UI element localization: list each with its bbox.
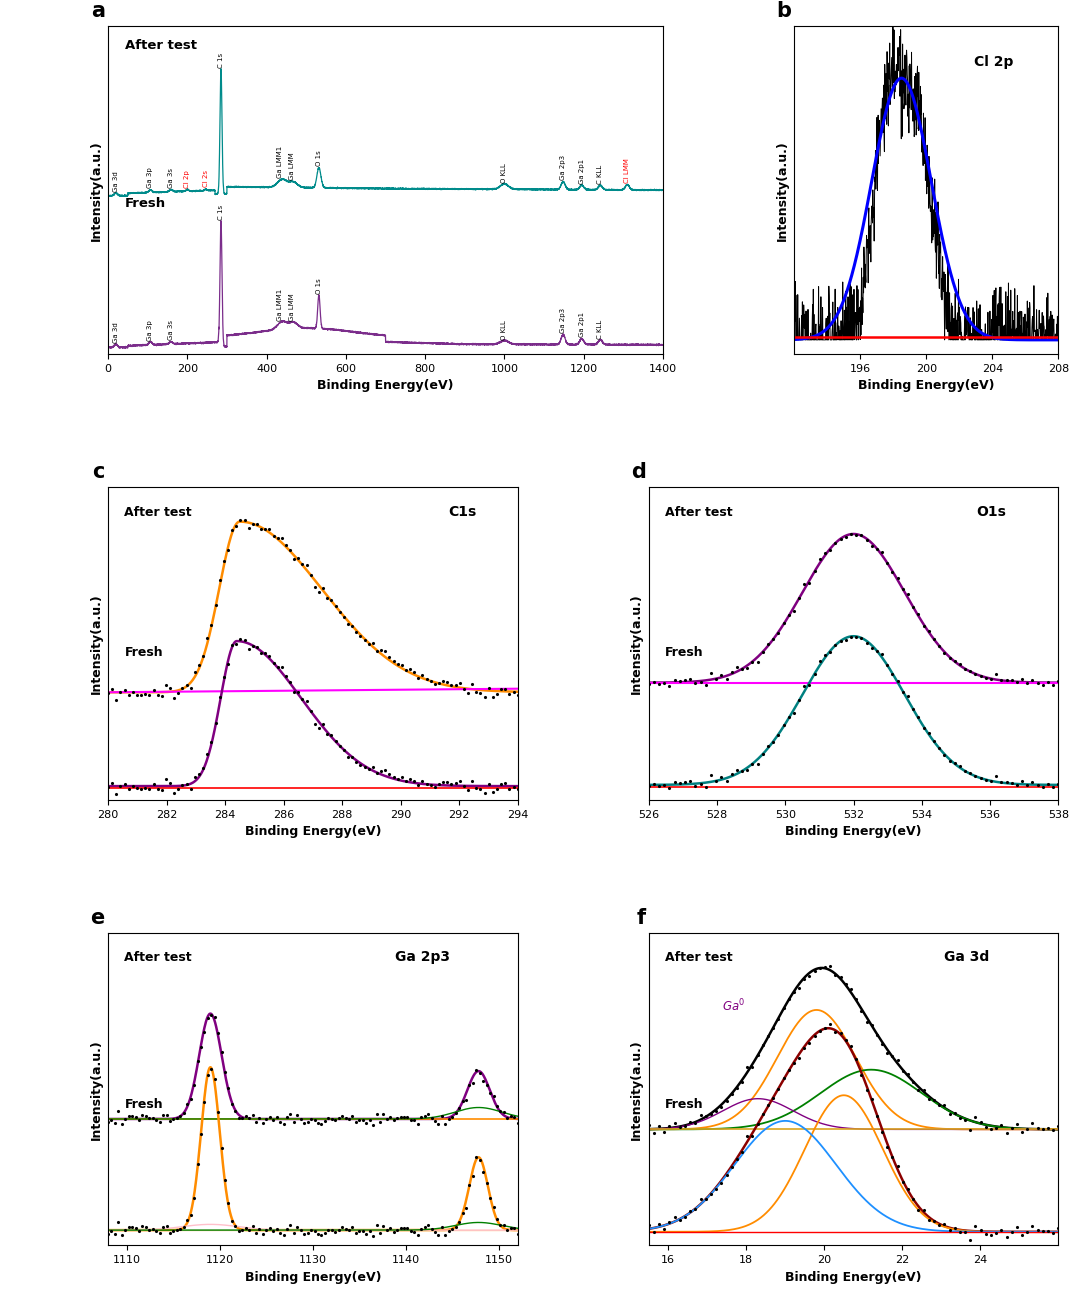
- Text: c: c: [93, 463, 105, 482]
- Text: Ga 3p: Ga 3p: [147, 168, 153, 189]
- Text: Ga 2p1: Ga 2p1: [579, 312, 584, 337]
- Text: Cl 2s: Cl 2s: [203, 170, 208, 187]
- Text: Fresh: Fresh: [665, 646, 704, 659]
- Text: e: e: [91, 909, 105, 928]
- Y-axis label: Intensity(a.u.): Intensity(a.u.): [90, 1038, 103, 1139]
- Text: Cl 2p: Cl 2p: [185, 170, 190, 187]
- Text: Fresh: Fresh: [665, 1099, 704, 1110]
- X-axis label: Binding Energy(eV): Binding Energy(eV): [244, 1270, 381, 1283]
- Text: Cl LMM: Cl LMM: [624, 159, 631, 182]
- Text: Ga 2p3: Ga 2p3: [561, 308, 566, 333]
- Text: b: b: [775, 1, 791, 21]
- Text: a: a: [91, 1, 105, 21]
- Text: d: d: [631, 463, 646, 482]
- Text: O 1s: O 1s: [316, 151, 322, 166]
- Text: Ga 3p: Ga 3p: [147, 320, 153, 341]
- Text: Ga 3s: Ga 3s: [168, 320, 174, 341]
- Text: O KLL: O KLL: [501, 320, 508, 340]
- X-axis label: Binding Energy(eV): Binding Energy(eV): [244, 825, 381, 838]
- Text: Fresh: Fresh: [124, 1099, 163, 1110]
- Text: f: f: [636, 909, 646, 928]
- X-axis label: Binding Energy(eV): Binding Energy(eV): [318, 379, 454, 392]
- Text: After test: After test: [665, 506, 732, 519]
- Text: Ga 2p3: Ga 2p3: [561, 155, 566, 180]
- Text: Ga 3d: Ga 3d: [113, 172, 119, 191]
- Text: Cl 2p: Cl 2p: [974, 55, 1013, 68]
- Text: C KLL: C KLL: [597, 320, 604, 338]
- X-axis label: Binding Energy(eV): Binding Energy(eV): [858, 379, 995, 392]
- Text: Ga LMM1: Ga LMM1: [278, 290, 283, 321]
- Text: Fresh: Fresh: [124, 646, 163, 659]
- Text: O KLL: O KLL: [501, 163, 508, 182]
- Text: C 1s: C 1s: [218, 205, 224, 220]
- Text: After test: After test: [124, 952, 192, 965]
- Y-axis label: Intensity(a.u.): Intensity(a.u.): [90, 140, 103, 240]
- Text: C KLL: C KLL: [597, 165, 604, 184]
- Text: C1s: C1s: [448, 505, 476, 519]
- Text: After test: After test: [665, 952, 732, 965]
- Text: Ga LMM: Ga LMM: [289, 294, 295, 321]
- X-axis label: Binding Energy(eV): Binding Energy(eV): [785, 825, 922, 838]
- Text: Ga LMM1: Ga LMM1: [278, 146, 283, 178]
- Text: C 1s: C 1s: [218, 52, 224, 68]
- Text: After test: After test: [124, 39, 197, 52]
- Text: After test: After test: [124, 506, 192, 519]
- Text: O 1s: O 1s: [316, 278, 322, 294]
- Text: Ga LMM: Ga LMM: [289, 152, 295, 180]
- Text: Fresh: Fresh: [124, 197, 165, 210]
- Text: O1s: O1s: [976, 505, 1007, 519]
- Y-axis label: Intensity(a.u.): Intensity(a.u.): [90, 594, 103, 694]
- Text: Ga 3d: Ga 3d: [944, 950, 989, 965]
- Y-axis label: Intensity(a.u.): Intensity(a.u.): [775, 140, 788, 240]
- Y-axis label: Intensity(a.u.): Intensity(a.u.): [631, 594, 644, 694]
- X-axis label: Binding Energy(eV): Binding Energy(eV): [785, 1270, 922, 1283]
- Text: Ga 3s: Ga 3s: [168, 168, 174, 187]
- Text: Ga 2p1: Ga 2p1: [579, 159, 584, 184]
- Y-axis label: Intensity(a.u.): Intensity(a.u.): [631, 1038, 644, 1139]
- Text: Ga$^0$: Ga$^0$: [723, 998, 745, 1015]
- Text: Ga 2p3: Ga 2p3: [395, 950, 449, 965]
- Text: Ga 3d: Ga 3d: [113, 323, 119, 343]
